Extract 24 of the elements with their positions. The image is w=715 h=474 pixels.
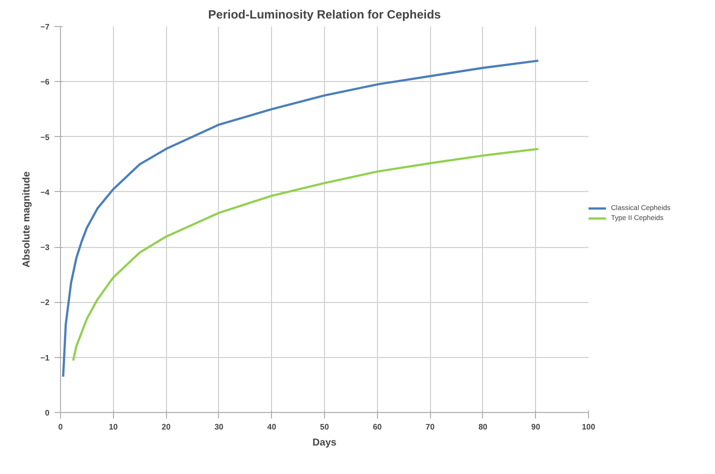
x-tick-label: 40 [267, 422, 277, 432]
line-series [72, 148, 540, 362]
x-tick-label: 0 [58, 422, 64, 432]
x-tick-label: 10 [108, 422, 118, 432]
y-axis-title: Absolute magnitude [21, 171, 32, 268]
y-tick-label: −2 [40, 298, 50, 308]
x-tick-label: 70 [426, 422, 436, 432]
x-tick-label: 100 [582, 422, 596, 432]
chart-title: Period-Luminosity Relation for Cepheids [208, 8, 442, 22]
x-tick-label: 80 [478, 422, 488, 432]
y-tick-label: −7 [40, 22, 50, 32]
x-tick-label: 50 [320, 422, 330, 432]
y-tick-label: 0 [45, 408, 50, 418]
y-tick-label: −6 [40, 78, 50, 87]
y-tick-label: −4 [40, 188, 50, 197]
x-tick-label: 90 [531, 422, 541, 432]
line-series [62, 60, 540, 378]
x-axis-title: Days [312, 438, 337, 448]
y-tick-label: −3 [40, 243, 50, 252]
y-tick-label: −1 [40, 353, 50, 362]
x-tick-label: 20 [162, 422, 172, 432]
x-tick-label: 60 [372, 422, 382, 432]
x-tick-label: 30 [214, 422, 224, 432]
y-tick-label: −5 [40, 132, 50, 142]
